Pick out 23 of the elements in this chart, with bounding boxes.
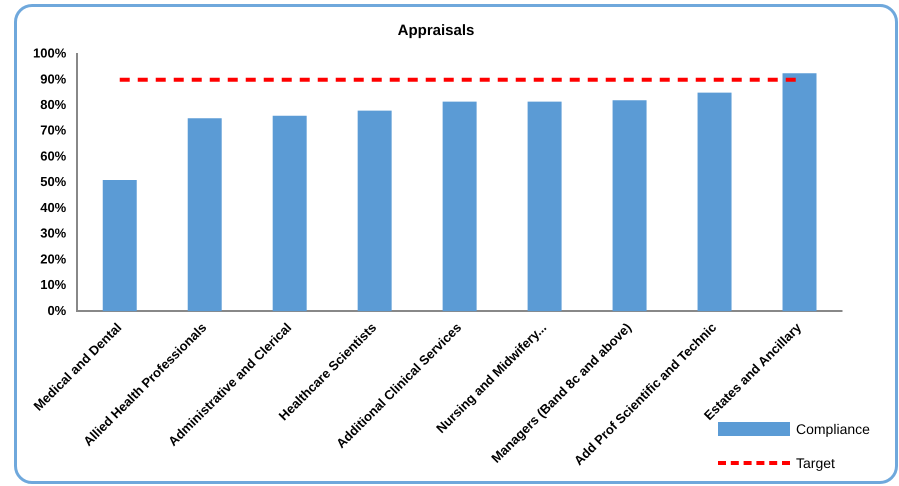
y-tick-label: 100%	[33, 46, 67, 61]
bar	[612, 100, 647, 312]
y-tick-label: 80%	[40, 97, 67, 112]
y-tick-label: 10%	[40, 277, 67, 292]
y-tick-label: 20%	[40, 251, 67, 266]
bar	[528, 102, 562, 312]
bar	[272, 116, 307, 312]
bar	[782, 73, 817, 312]
bar	[358, 110, 392, 312]
y-tick-label: 40%	[40, 200, 67, 215]
y-tick-label: 60%	[40, 148, 67, 164]
y-tick-label: 70%	[40, 122, 67, 138]
y-tick-label: 50%	[40, 174, 67, 190]
y-tick-label: 30%	[40, 226, 67, 241]
bar	[188, 118, 222, 312]
bar	[698, 92, 732, 312]
chart-title: Appraisals	[398, 22, 474, 40]
text: Compliance	[796, 421, 870, 437]
bar	[102, 180, 137, 312]
y-tick-label: 0%	[47, 302, 67, 318]
y-tick-label: 90%	[40, 71, 67, 86]
text: Target	[796, 455, 835, 471]
bar	[442, 102, 477, 312]
